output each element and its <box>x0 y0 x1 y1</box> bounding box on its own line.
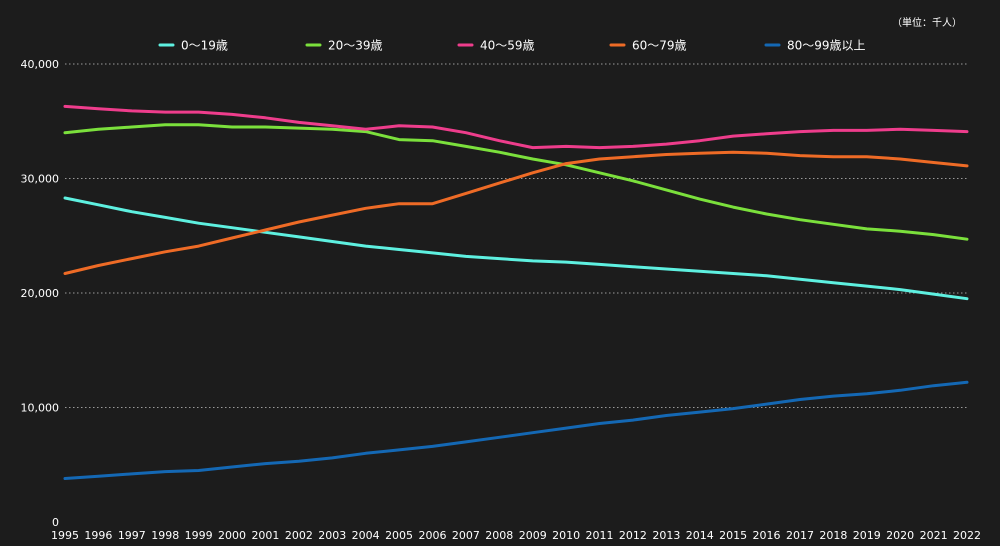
x-tick-label: 2000 <box>218 529 246 542</box>
series-line-2 <box>63 123 969 241</box>
legend-label-2: 20〜39歳 <box>328 39 383 53</box>
x-tick-label: 2009 <box>519 529 547 542</box>
x-tick-label: 2016 <box>753 529 781 542</box>
x-tick-label: 2001 <box>251 529 279 542</box>
y-tick-label: 10,000 <box>21 402 60 415</box>
unit-label: （単位：千人） <box>892 18 962 29</box>
y-tick-label: 40,000 <box>21 58 60 71</box>
x-tick-label: 1995 <box>51 529 79 542</box>
x-tick-label: 2018 <box>819 529 847 542</box>
y-tick-label: 30,000 <box>21 173 60 186</box>
x-tick-label: 1999 <box>185 529 213 542</box>
x-tick-label: 2008 <box>485 529 513 542</box>
y-tick-label: 20,000 <box>21 287 60 300</box>
y-tick-label: 0 <box>52 516 59 529</box>
x-tick-label: 2003 <box>318 529 346 542</box>
x-tick-label: 1998 <box>151 529 179 542</box>
x-tick-label: 2005 <box>385 529 413 542</box>
series-line-4 <box>63 150 969 275</box>
x-tick-label: 2020 <box>886 529 914 542</box>
x-tick-label: 2017 <box>786 529 814 542</box>
legend-label-5: 80〜99歳以上 <box>787 39 866 53</box>
x-tick-label: 2019 <box>853 529 881 542</box>
x-tick-label: 2022 <box>953 529 981 542</box>
x-tick-label: 2002 <box>285 529 313 542</box>
legend-label-3: 40〜59歳 <box>480 39 535 53</box>
x-tick-label: 2010 <box>552 529 580 542</box>
x-tick-label: 2014 <box>686 529 714 542</box>
x-tick-label: 1997 <box>118 529 146 542</box>
x-tick-label: 2007 <box>452 529 480 542</box>
x-tick-label: 2015 <box>719 529 747 542</box>
series-line-1 <box>63 196 969 301</box>
x-tick-label: 2011 <box>586 529 614 542</box>
series-line-5 <box>63 380 969 480</box>
x-tick-label: 2006 <box>418 529 446 542</box>
x-tick-label: 1996 <box>84 529 112 542</box>
series-line-3 <box>63 104 969 150</box>
x-tick-label: 2021 <box>920 529 948 542</box>
legend-label-4: 60〜79歳 <box>632 39 687 53</box>
x-tick-label: 2012 <box>619 529 647 542</box>
legend-label-1: 0〜19歳 <box>181 39 228 53</box>
x-tick-label: 2004 <box>352 529 380 542</box>
x-tick-label: 2013 <box>652 529 680 542</box>
